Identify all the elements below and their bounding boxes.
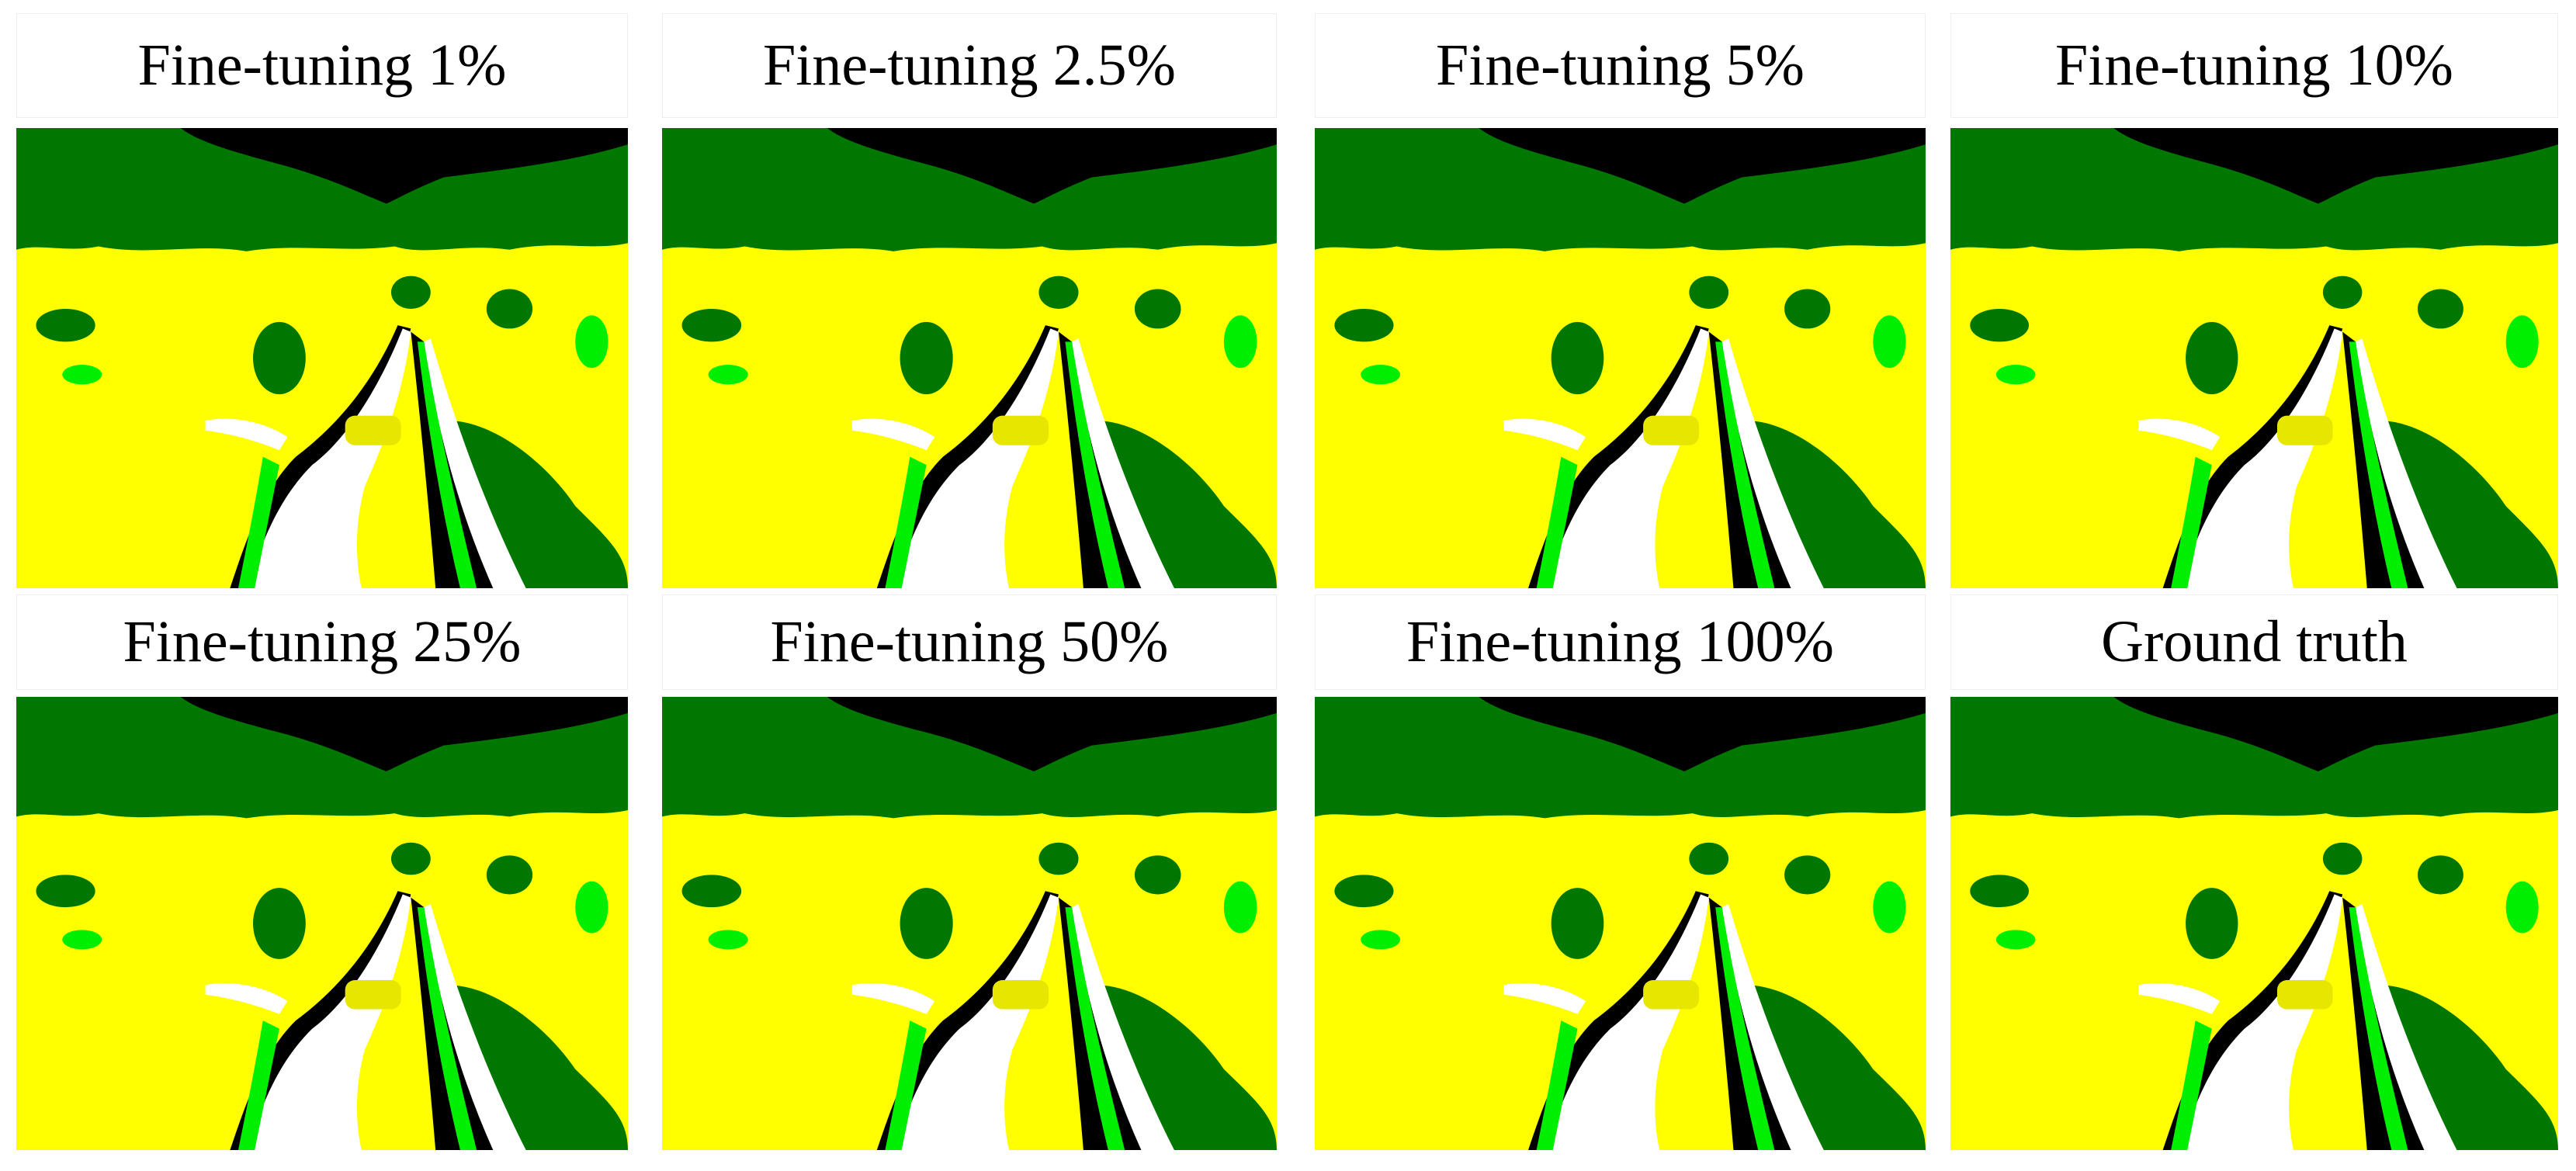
panel-title: Fine-tuning 100%	[1315, 594, 1926, 690]
panel-title: Fine-tuning 2.5%	[662, 13, 1277, 118]
segmentation-map	[16, 128, 628, 588]
segmentation-map	[1950, 128, 2558, 588]
segmentation-image	[16, 697, 628, 1150]
segmentation-image	[1950, 128, 2558, 588]
segmentation-map	[662, 128, 1277, 588]
panel-title: Fine-tuning 10%	[1950, 13, 2558, 118]
segmentation-map	[1950, 697, 2558, 1150]
panel-title: Fine-tuning 5%	[1315, 13, 1926, 118]
segmentation-image	[1315, 128, 1926, 588]
segmentation-map	[1315, 697, 1926, 1150]
segmentation-image	[662, 128, 1277, 588]
panel-title: Ground truth	[1950, 594, 2558, 690]
panel-title: Fine-tuning 50%	[662, 594, 1277, 690]
segmentation-image	[1315, 697, 1926, 1150]
segmentation-map	[1315, 128, 1926, 588]
segmentation-map	[16, 697, 628, 1150]
segmentation-image	[16, 128, 628, 588]
segmentation-map	[662, 697, 1277, 1150]
panel-title: Fine-tuning 1%	[16, 13, 628, 118]
panel-title: Fine-tuning 25%	[16, 594, 628, 690]
segmentation-image	[662, 697, 1277, 1150]
segmentation-image	[1950, 697, 2558, 1150]
